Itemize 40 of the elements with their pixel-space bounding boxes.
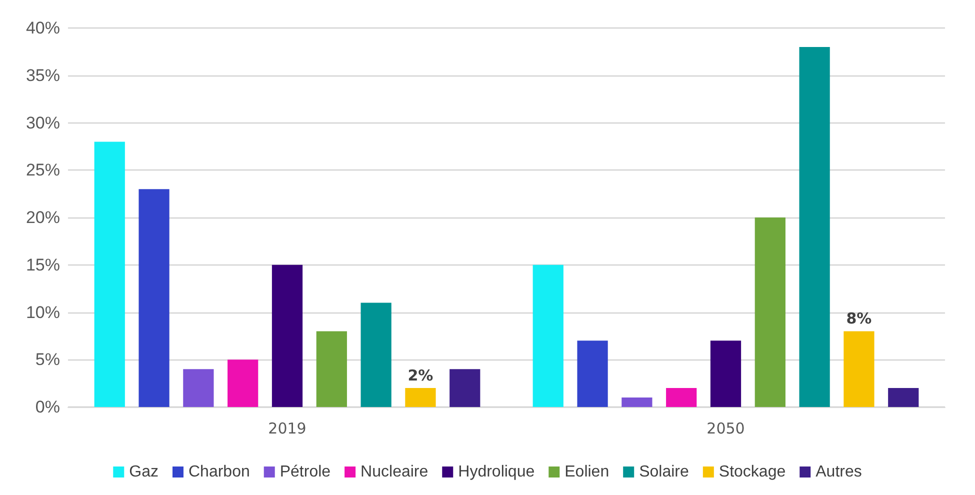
data-label: 2% bbox=[408, 366, 434, 385]
bar bbox=[316, 331, 347, 407]
y-tick-label: 10% bbox=[26, 302, 60, 322]
bar bbox=[844, 331, 874, 407]
legend-label: Gaz bbox=[129, 464, 158, 480]
bar bbox=[272, 264, 303, 407]
bar bbox=[799, 46, 830, 407]
bar bbox=[450, 369, 480, 407]
y-tick-label: 35% bbox=[26, 66, 60, 85]
data-label: 8% bbox=[846, 310, 872, 328]
bar bbox=[360, 302, 392, 407]
legend-label: Pétrole bbox=[280, 464, 331, 480]
legend-label: Autres bbox=[816, 464, 862, 480]
legend-label: Solaire bbox=[639, 464, 690, 480]
bar bbox=[183, 369, 214, 407]
bar bbox=[138, 189, 170, 407]
bar bbox=[888, 388, 919, 407]
y-tick-label: 20% bbox=[26, 208, 60, 227]
y-tick-label: 30% bbox=[26, 113, 60, 132]
bar bbox=[754, 218, 786, 407]
bar bbox=[666, 388, 697, 407]
bar bbox=[577, 340, 608, 407]
legend-label: Eolien bbox=[564, 464, 610, 480]
legend-label: Charbon bbox=[188, 464, 250, 480]
legend-label: Stockage bbox=[718, 464, 786, 480]
x-tick-label: 2019 bbox=[268, 420, 306, 438]
y-tick-label: 40% bbox=[26, 18, 60, 38]
bar bbox=[532, 264, 564, 407]
y-tick-label: 15% bbox=[26, 255, 60, 274]
y-tick-label: 5% bbox=[35, 350, 60, 370]
y-tick-label: 25% bbox=[26, 160, 60, 180]
y-tick-label: 0% bbox=[35, 398, 60, 416]
bar bbox=[710, 340, 742, 407]
legend-label: Nucleaire bbox=[360, 464, 428, 480]
x-tick-label: 2050 bbox=[706, 420, 745, 438]
bar bbox=[94, 142, 125, 407]
bar bbox=[228, 360, 258, 407]
bar bbox=[622, 398, 652, 407]
legend-label: Hydrolique bbox=[458, 464, 535, 480]
bar bbox=[405, 388, 436, 407]
